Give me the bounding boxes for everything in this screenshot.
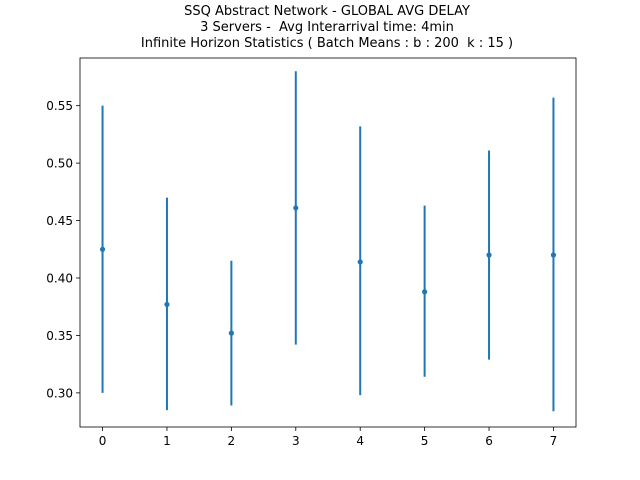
x-tick-label: 2 xyxy=(228,434,236,448)
data-point xyxy=(228,330,234,336)
x-tick-label: 5 xyxy=(421,434,429,448)
y-tick-label: 0.50 xyxy=(46,157,73,171)
x-tick-label: 1 xyxy=(163,434,171,448)
data-point xyxy=(99,246,106,252)
x-tick-label: 0 xyxy=(99,434,107,448)
y-tick-label: 0.35 xyxy=(46,329,73,343)
data-point xyxy=(422,289,428,295)
x-tick-label: 4 xyxy=(356,434,364,448)
y-tick-label: 0.55 xyxy=(46,99,73,113)
chart-title-line-2: 3 Servers - Avg Interarrival time: 4min xyxy=(200,20,454,35)
y-tick-label: 0.45 xyxy=(46,214,73,228)
y-tick-label: 0.30 xyxy=(46,386,73,400)
data-point xyxy=(357,259,363,265)
x-tick-label: 6 xyxy=(485,434,493,448)
data-point xyxy=(486,252,492,258)
data-point xyxy=(550,252,557,258)
y-tick-label: 0.40 xyxy=(46,271,73,285)
x-tick-label: 7 xyxy=(550,434,558,448)
data-point xyxy=(164,301,170,308)
chart-title: SSQ Abstract Network - GLOBAL AVG DELAY … xyxy=(0,4,640,52)
plot-frame xyxy=(79,57,577,428)
chart-title-line-1: SSQ Abstract Network - GLOBAL AVG DELAY xyxy=(184,4,470,19)
chart-title-line-3: Infinite Horizon Statistics ( Batch Mean… xyxy=(140,36,514,51)
x-tick-label: 3 xyxy=(292,434,300,448)
data-point xyxy=(293,205,299,211)
